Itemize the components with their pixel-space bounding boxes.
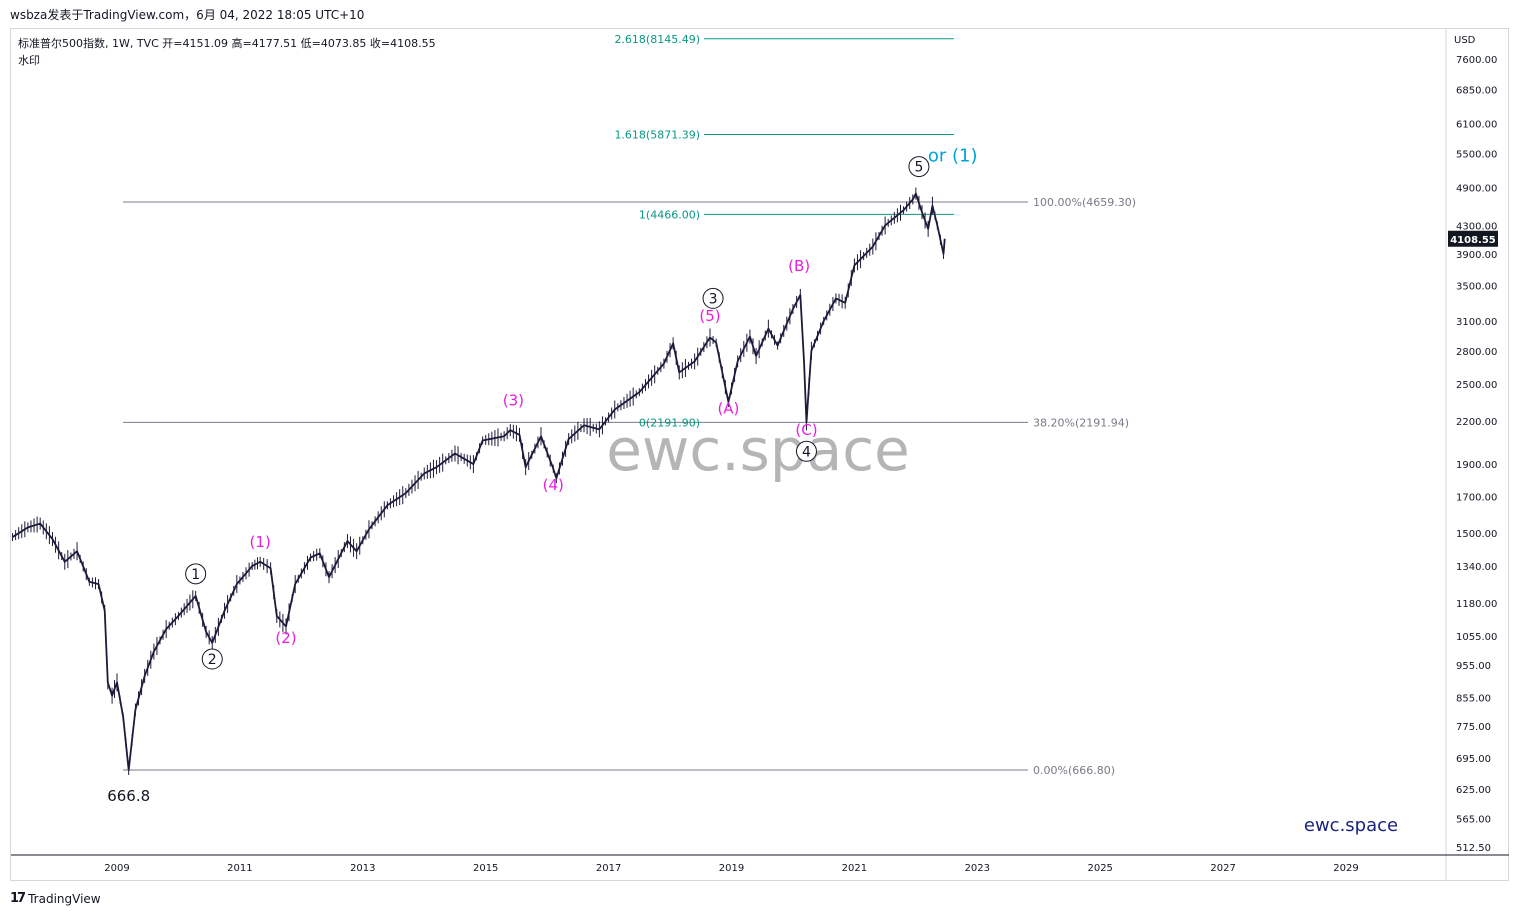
watermark-text: ewc.space: [606, 416, 910, 484]
y-tick-label: 7600.00: [1456, 55, 1497, 66]
fib-retracement-label: 0.00%(666.80): [1033, 764, 1115, 777]
y-tick-label: 955.00: [1456, 661, 1491, 672]
wave-label-circle[interactable]: [185, 563, 207, 585]
y-tick-label: 1500.00: [1456, 529, 1497, 540]
y-tick-label: 1340.00: [1456, 562, 1497, 573]
low-price-label: 666.8: [107, 787, 150, 805]
currency-label: USD: [1454, 35, 1476, 46]
y-tick-label: 3500.00: [1456, 282, 1497, 293]
wave-label-circle[interactable]: [702, 287, 724, 309]
last-price-label: 4108.55: [1450, 235, 1496, 246]
y-tick-label: 565.00: [1456, 814, 1491, 825]
y-tick-label: 1055.00: [1456, 632, 1497, 643]
chart-frame: [10, 28, 1509, 881]
y-tick-label: 855.00: [1456, 693, 1491, 704]
wave-label-major: 2: [208, 652, 217, 668]
brand-text: ewc.space: [1304, 815, 1398, 836]
y-tick-label: 6850.00: [1456, 85, 1497, 96]
x-tick-label: 2021: [842, 863, 867, 874]
wave-label-major: 4: [802, 444, 811, 460]
y-tick-label: 3900.00: [1456, 250, 1497, 261]
x-tick-label: 2009: [104, 863, 129, 874]
fib-retracement-label: 38.20%(2191.94): [1033, 416, 1129, 429]
y-tick-label: 6100.00: [1456, 119, 1497, 130]
wave-label-minor: (C): [795, 421, 817, 439]
wave-label-minor: (1): [250, 533, 271, 551]
y-tick-label: 512.50: [1456, 843, 1491, 854]
wave-label-minor: (3): [503, 392, 524, 410]
x-tick-label: 2015: [473, 863, 498, 874]
y-tick-label: 775.00: [1456, 722, 1491, 733]
wave-label-minor: (A): [717, 399, 739, 417]
alt-wave-label: or (1): [928, 146, 978, 167]
x-tick-label: 2017: [596, 863, 621, 874]
y-tick-label: 5500.00: [1456, 150, 1497, 161]
footer[interactable]: 17 TradingView: [10, 891, 101, 906]
y-tick-label: 1700.00: [1456, 493, 1497, 504]
x-tick-label: 2013: [350, 863, 375, 874]
wave-label-minor: (2): [275, 629, 296, 647]
last-price-badge: [1448, 230, 1498, 247]
y-tick-label: 2200.00: [1456, 417, 1497, 428]
fib-extension-label: 1.618(5871.39): [614, 128, 700, 141]
wave-label-minor: (4): [543, 476, 564, 494]
watermark-indicator-legend[interactable]: 水印: [18, 54, 40, 67]
x-tick-label: 2027: [1210, 863, 1235, 874]
wave-label-minor: (B): [788, 257, 810, 275]
wave-label-major: 1: [191, 567, 200, 583]
y-tick-label: 1900.00: [1456, 460, 1497, 471]
x-tick-label: 2025: [1087, 863, 1112, 874]
y-tick-label: 2800.00: [1456, 347, 1497, 358]
y-tick-label: 1180.00: [1456, 599, 1497, 610]
x-tick-label: 2019: [719, 863, 744, 874]
y-tick-label: 2500.00: [1456, 380, 1497, 391]
y-tick-label: 695.00: [1456, 754, 1491, 765]
wave-label-circle[interactable]: [795, 440, 817, 462]
y-tick-label: 3100.00: [1456, 317, 1497, 328]
wave-label-circle[interactable]: [201, 648, 223, 670]
footer-brand: TradingView: [28, 891, 101, 906]
y-tick-label: 4300.00: [1456, 221, 1497, 232]
fib-extension-label: 2.618(8145.49): [614, 33, 700, 46]
x-tick-label: 2029: [1333, 863, 1358, 874]
symbol-legend[interactable]: 标准普尔500指数, 1W, TVC 开=4151.09 高=4177.51 低…: [18, 37, 436, 50]
x-tick-label: 2011: [227, 863, 252, 874]
publish-line: wsbza发表于TradingView.com，6月 04, 2022 18:0…: [10, 8, 365, 22]
wave-label-circle[interactable]: [908, 156, 930, 178]
fib-extension-label: 0(2191.90): [639, 416, 700, 429]
y-tick-label: 4900.00: [1456, 183, 1497, 194]
tradingview-logo-icon: 17: [10, 891, 26, 906]
y-tick-label: 625.00: [1456, 785, 1491, 796]
x-tick-label: 2023: [965, 863, 990, 874]
wave-label-major: 5: [914, 160, 923, 176]
wave-label-major: 3: [709, 291, 718, 307]
fib-retracement-label: 100.00%(4659.30): [1033, 196, 1136, 209]
wave-label-minor: (5): [699, 307, 720, 325]
fib-extension-label: 1(4466.00): [639, 208, 700, 221]
